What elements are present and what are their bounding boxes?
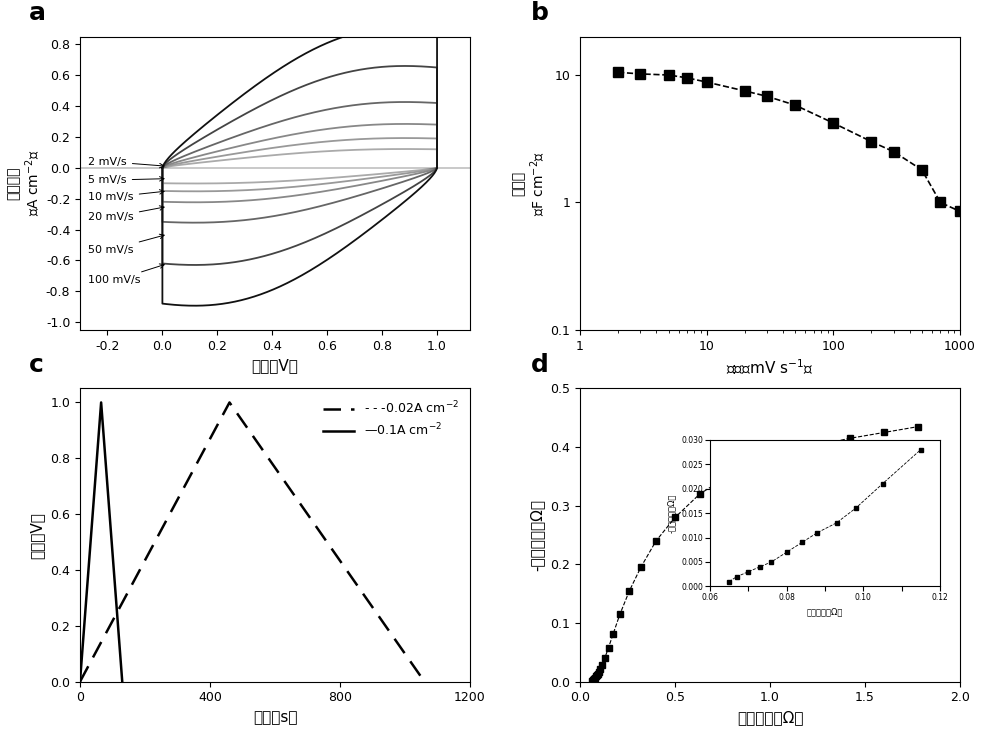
X-axis label: 扫速（mV s$^{-1}$）: 扫速（mV s$^{-1}$） xyxy=(726,358,814,377)
Y-axis label: -虚部阻抗（Ω）: -虚部阻抗（Ω） xyxy=(530,499,545,571)
Text: c: c xyxy=(29,353,44,377)
X-axis label: 电压（V）: 电压（V） xyxy=(252,358,298,373)
Y-axis label: -虚部阻抗（Ω）: -虚部阻抗（Ω） xyxy=(667,493,676,533)
Text: 50 mV/s: 50 mV/s xyxy=(88,235,164,254)
Text: 100 mV/s: 100 mV/s xyxy=(88,264,164,285)
X-axis label: 实部阻抗（Ω）: 实部阻抗（Ω） xyxy=(807,607,843,616)
Text: a: a xyxy=(29,1,46,25)
Y-axis label: 电流密度
（A cm$^{-2}$）: 电流密度 （A cm$^{-2}$） xyxy=(7,150,43,216)
Text: b: b xyxy=(531,1,548,25)
Y-axis label: 面电容
（F cm$^{-2}$）: 面电容 （F cm$^{-2}$） xyxy=(511,151,548,216)
Text: 5 mV/s: 5 mV/s xyxy=(88,175,164,185)
Text: 2 mV/s: 2 mV/s xyxy=(88,157,164,168)
X-axis label: 时间（s）: 时间（s） xyxy=(253,710,297,725)
Text: d: d xyxy=(531,353,548,377)
Legend: - - -0.02A cm$^{-2}$, —0.1A cm$^{-2}$: - - -0.02A cm$^{-2}$, —0.1A cm$^{-2}$ xyxy=(318,395,464,443)
X-axis label: 实部阻抗（Ω）: 实部阻抗（Ω） xyxy=(737,710,803,725)
Text: 10 mV/s: 10 mV/s xyxy=(88,190,164,202)
Text: 20 mV/s: 20 mV/s xyxy=(88,206,164,222)
Y-axis label: 电压（V）: 电压（V） xyxy=(30,512,45,559)
